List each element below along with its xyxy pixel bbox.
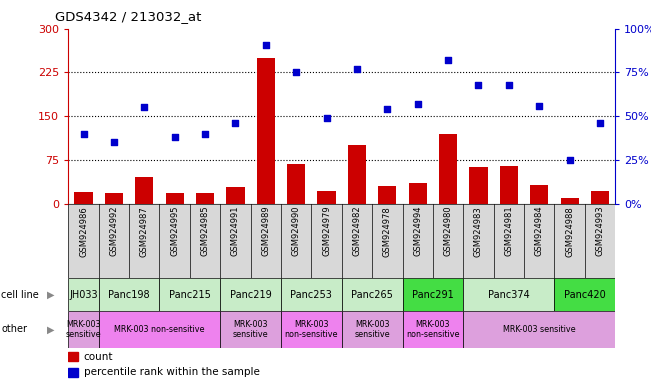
Point — [200, 131, 210, 137]
Text: MRK-003 non-sensitive: MRK-003 non-sensitive — [114, 325, 205, 334]
Point — [260, 41, 271, 48]
Text: MRK-003
non-sensitive: MRK-003 non-sensitive — [284, 319, 338, 339]
Point — [595, 120, 605, 126]
Bar — [220, 311, 281, 348]
Text: Panc198: Panc198 — [108, 290, 150, 300]
Bar — [402, 311, 464, 348]
Bar — [227, 187, 245, 204]
Point — [413, 101, 423, 107]
Text: Panc219: Panc219 — [230, 290, 271, 300]
Point — [78, 131, 89, 137]
Text: MRK-003
sensitive: MRK-003 sensitive — [233, 319, 268, 339]
Bar — [165, 193, 184, 204]
Bar — [281, 311, 342, 348]
Text: ▶: ▶ — [47, 290, 55, 300]
Bar — [159, 278, 220, 311]
Bar — [348, 145, 366, 204]
Text: Panc265: Panc265 — [352, 290, 393, 300]
Text: GSM924994: GSM924994 — [413, 206, 422, 256]
Point — [230, 120, 241, 126]
Text: GSM924993: GSM924993 — [596, 206, 605, 257]
Text: GSM924981: GSM924981 — [505, 206, 514, 257]
Text: GSM924986: GSM924986 — [79, 206, 88, 257]
Point — [291, 70, 301, 76]
Bar — [68, 368, 78, 377]
Point — [109, 139, 119, 146]
Bar — [500, 166, 518, 204]
Point — [139, 104, 150, 111]
Bar — [287, 164, 305, 204]
Point — [504, 82, 514, 88]
Text: GSM924978: GSM924978 — [383, 206, 392, 257]
Text: GSM924982: GSM924982 — [352, 206, 361, 257]
Text: count: count — [84, 352, 113, 362]
Bar — [196, 193, 214, 204]
Text: other: other — [1, 324, 27, 334]
Text: GSM924990: GSM924990 — [292, 206, 301, 256]
Bar — [409, 183, 427, 204]
Text: GSM924995: GSM924995 — [170, 206, 179, 256]
Bar — [342, 278, 402, 311]
Bar — [256, 58, 275, 204]
Bar — [402, 278, 464, 311]
Text: Panc253: Panc253 — [290, 290, 332, 300]
Bar — [99, 278, 159, 311]
Point — [564, 157, 575, 163]
Text: MRK-003
sensitive: MRK-003 sensitive — [354, 319, 390, 339]
Point — [443, 57, 453, 63]
Text: MRK-003
non-sensitive: MRK-003 non-sensitive — [406, 319, 460, 339]
Text: Panc420: Panc420 — [564, 290, 605, 300]
Bar — [464, 278, 555, 311]
Point — [322, 115, 332, 121]
Bar — [281, 278, 342, 311]
Point — [352, 66, 362, 72]
Text: Panc374: Panc374 — [488, 290, 530, 300]
Bar — [135, 177, 154, 204]
Text: GDS4342 / 213032_at: GDS4342 / 213032_at — [55, 10, 202, 23]
Bar — [99, 311, 220, 348]
Bar — [342, 311, 402, 348]
Bar — [318, 191, 336, 204]
Point — [169, 134, 180, 140]
Bar — [591, 191, 609, 204]
Bar — [105, 193, 123, 204]
Bar — [561, 198, 579, 204]
Bar — [378, 186, 396, 204]
Bar — [68, 352, 78, 361]
Text: cell line: cell line — [1, 290, 39, 300]
Text: GSM924989: GSM924989 — [261, 206, 270, 257]
Text: Panc215: Panc215 — [169, 290, 211, 300]
Text: GSM924980: GSM924980 — [443, 206, 452, 257]
Text: GSM924988: GSM924988 — [565, 206, 574, 257]
Point — [473, 82, 484, 88]
Bar — [469, 167, 488, 204]
Text: GSM924979: GSM924979 — [322, 206, 331, 257]
Text: percentile rank within the sample: percentile rank within the sample — [84, 367, 260, 377]
Text: GSM924991: GSM924991 — [231, 206, 240, 256]
Bar — [68, 311, 99, 348]
Bar — [439, 134, 457, 204]
Text: GSM924987: GSM924987 — [140, 206, 149, 257]
Text: GSM924985: GSM924985 — [201, 206, 210, 257]
Bar — [74, 192, 92, 204]
Text: MRK-003 sensitive: MRK-003 sensitive — [503, 325, 575, 334]
Point — [382, 106, 393, 112]
Bar — [68, 278, 99, 311]
Text: Panc291: Panc291 — [412, 290, 454, 300]
Text: GSM924992: GSM924992 — [109, 206, 118, 256]
Point — [534, 103, 544, 109]
Text: MRK-003
sensitive: MRK-003 sensitive — [66, 319, 102, 339]
Text: GSM924984: GSM924984 — [534, 206, 544, 257]
Text: JH033: JH033 — [69, 290, 98, 300]
Text: GSM924983: GSM924983 — [474, 206, 483, 257]
Bar — [464, 311, 615, 348]
Bar — [555, 278, 615, 311]
Bar — [220, 278, 281, 311]
Text: ▶: ▶ — [47, 324, 55, 334]
Bar — [530, 185, 548, 204]
